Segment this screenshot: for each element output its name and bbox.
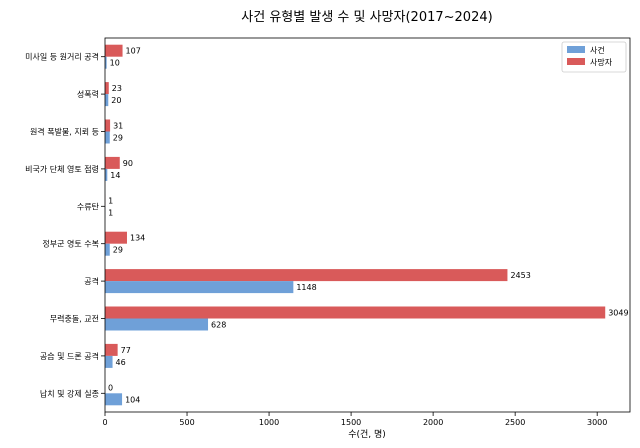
bar-value-label: 104 xyxy=(125,395,140,404)
bar-value-label: 20 xyxy=(111,96,121,105)
bar-value-label: 1148 xyxy=(296,283,316,292)
x-tick-label: 3000 xyxy=(587,418,607,427)
x-tick-label: 0 xyxy=(102,418,107,427)
x-tick-label: 2500 xyxy=(505,418,525,427)
bar-value-label: 1 xyxy=(108,196,113,205)
x-tick-label: 500 xyxy=(179,418,194,427)
bar-value-label: 10 xyxy=(110,59,120,68)
bar-value-label: 0 xyxy=(108,383,113,392)
x-axis: 0 500 1000 1500 2000 2500 3000 xyxy=(102,412,607,427)
y-tick-label: 납치 및 강제 실종 xyxy=(40,388,99,398)
bar-value-label: 3049 xyxy=(608,309,628,318)
bar-deaths xyxy=(105,306,606,319)
bar-deaths xyxy=(105,343,118,356)
bar-incidents xyxy=(105,94,109,107)
y-tick-label: 정부군 영토 수복 xyxy=(42,239,99,249)
bar-deaths xyxy=(105,269,508,282)
y-tick-label: 원격 폭발물, 지뢰 등 xyxy=(30,127,99,137)
bar-value-label: 107 xyxy=(126,47,141,56)
bar-deaths xyxy=(105,231,127,244)
bar-value-label: 29 xyxy=(113,246,123,255)
bar-incidents xyxy=(105,131,110,144)
y-tick-label: 비국가 단체 영토 점령 xyxy=(25,164,99,174)
y-tick-label: 성폭력 xyxy=(77,89,99,99)
y-tick-label: 무력충돌, 교전 xyxy=(50,314,99,324)
bar-value-label: 31 xyxy=(113,122,123,131)
bar-incidents xyxy=(105,393,123,406)
y-tick-label: 미사일 등 원거리 공격 xyxy=(25,52,99,62)
bar-deaths xyxy=(105,44,123,57)
bar-value-label: 1 xyxy=(108,208,113,217)
bar-deaths xyxy=(105,119,111,132)
x-tick-label: 1000 xyxy=(259,418,279,427)
y-tick-label: 공격 xyxy=(84,276,99,286)
bar-incidents xyxy=(105,318,209,331)
bar-value-label: 46 xyxy=(116,358,126,367)
bar-incidents xyxy=(105,243,110,256)
bar-value-label: 29 xyxy=(113,134,123,143)
bar-value-label: 134 xyxy=(130,234,145,243)
bar-value-label: 77 xyxy=(121,346,131,355)
legend-swatch xyxy=(567,46,585,53)
x-axis-label: 수(건, 명) xyxy=(348,429,386,440)
legend-label: 사건 xyxy=(590,45,605,55)
bar-value-label: 23 xyxy=(112,84,122,93)
x-tick-label: 1500 xyxy=(341,418,361,427)
bar-deaths xyxy=(105,82,109,95)
x-tick-label: 2000 xyxy=(423,418,443,427)
y-tick-label: 공습 및 드론 공격 xyxy=(40,351,99,361)
chart-title: 사건 유형별 발생 수 및 사망자(2017~2024) xyxy=(241,10,492,25)
legend-label: 사망자 xyxy=(590,57,613,67)
y-tick-label: 수류탄 xyxy=(77,201,100,211)
legend-swatch xyxy=(567,58,585,65)
bar-deaths xyxy=(105,156,120,169)
bar-value-label: 90 xyxy=(123,159,133,168)
bar-value-label: 628 xyxy=(211,321,226,330)
axes-frame xyxy=(104,37,631,413)
bar-value-label: 2453 xyxy=(510,271,530,280)
bar-value-label: 14 xyxy=(110,171,120,180)
bar-incidents xyxy=(105,168,108,181)
bar-incidents xyxy=(105,56,107,69)
bar-incidents xyxy=(105,355,113,368)
bar-incidents xyxy=(105,281,294,294)
